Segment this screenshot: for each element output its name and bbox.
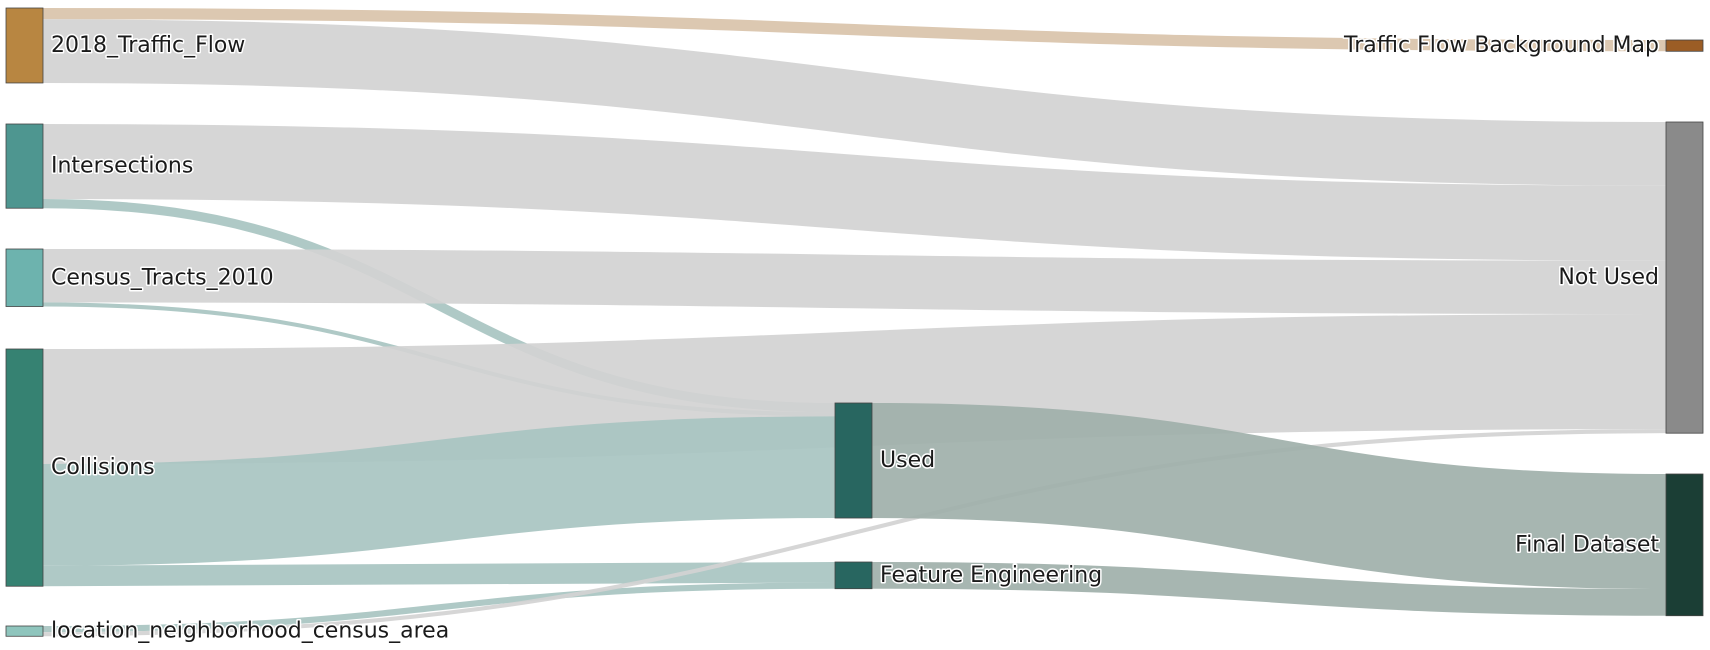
- node-bar-traffic-flow-background-map: [1665, 39, 1704, 52]
- link-feature-engineering-to-final-dataset: [871, 562, 1667, 616]
- node-census-tracts-2010: [5, 248, 44, 307]
- node-intersections: [5, 123, 44, 209]
- link-2018-traffic-flow-to-not-used: [42, 19, 1667, 186]
- node-bar-census-tracts-2010: [5, 248, 44, 307]
- node-label-collisions: Collisions: [51, 455, 155, 480]
- node-label-final-dataset: Final Dataset: [1515, 532, 1659, 557]
- node-feature-engineering: [834, 561, 873, 590]
- link-collisions-to-feature-engineering: [42, 562, 836, 587]
- link-location-neighborhood-census-area-to-not-used: [42, 429, 1667, 637]
- node-bar-not-used: [1665, 121, 1704, 434]
- node-label-used: Used: [880, 448, 935, 473]
- node-collisions: [5, 348, 44, 587]
- link-2018-traffic-flow-to-traffic-flow-background-map: [42, 8, 1667, 52]
- node-label-feature-engineering: Feature Engineering: [880, 563, 1102, 588]
- node-label-location-neighborhood-census-area: location_neighborhood_census_area: [51, 619, 449, 644]
- node-bar-collisions: [5, 348, 44, 587]
- node-bar-intersections: [5, 123, 44, 209]
- node-used: [834, 402, 873, 519]
- link-location-neighborhood-census-area-to-feature-engineering: [42, 582, 836, 633]
- node-bar-2018-traffic-flow: [5, 7, 44, 84]
- node-bar-used: [834, 402, 873, 519]
- node-bar-final-dataset: [1665, 473, 1704, 617]
- link-used-to-final-dataset: [871, 403, 1667, 590]
- link-census-tracts-2010-to-not-used: [42, 249, 1667, 315]
- node-traffic-flow-background-map: [1665, 39, 1704, 52]
- sankey-nodes: [5, 7, 1704, 637]
- node-location-neighborhood-census-area: [5, 625, 44, 637]
- node-label-traffic-flow-background-map: Traffic Flow Background Map: [1343, 33, 1659, 58]
- node-label-intersections: Intersections: [51, 154, 193, 179]
- node-label-2018-traffic-flow: 2018_Traffic_Flow: [51, 33, 245, 58]
- link-collisions-to-not-used: [42, 314, 1667, 465]
- node-2018-traffic-flow: [5, 7, 44, 84]
- sankey-labels: 2018_Traffic_Flow Intersections Census_Tra…: [50, 31, 1661, 645]
- node-label-not-used: Not Used: [1558, 265, 1659, 290]
- node-bar-feature-engineering: [834, 561, 873, 590]
- node-final-dataset: [1665, 473, 1704, 617]
- link-intersections-to-not-used: [42, 124, 1667, 261]
- link-collisions-to-used: [42, 416, 836, 566]
- node-bar-location-neighborhood-census-area: [5, 625, 44, 637]
- node-not-used: [1665, 121, 1704, 434]
- sankey-links: [42, 8, 1667, 637]
- node-label-census-tracts-2010: Census_Tracts_2010: [51, 265, 274, 290]
